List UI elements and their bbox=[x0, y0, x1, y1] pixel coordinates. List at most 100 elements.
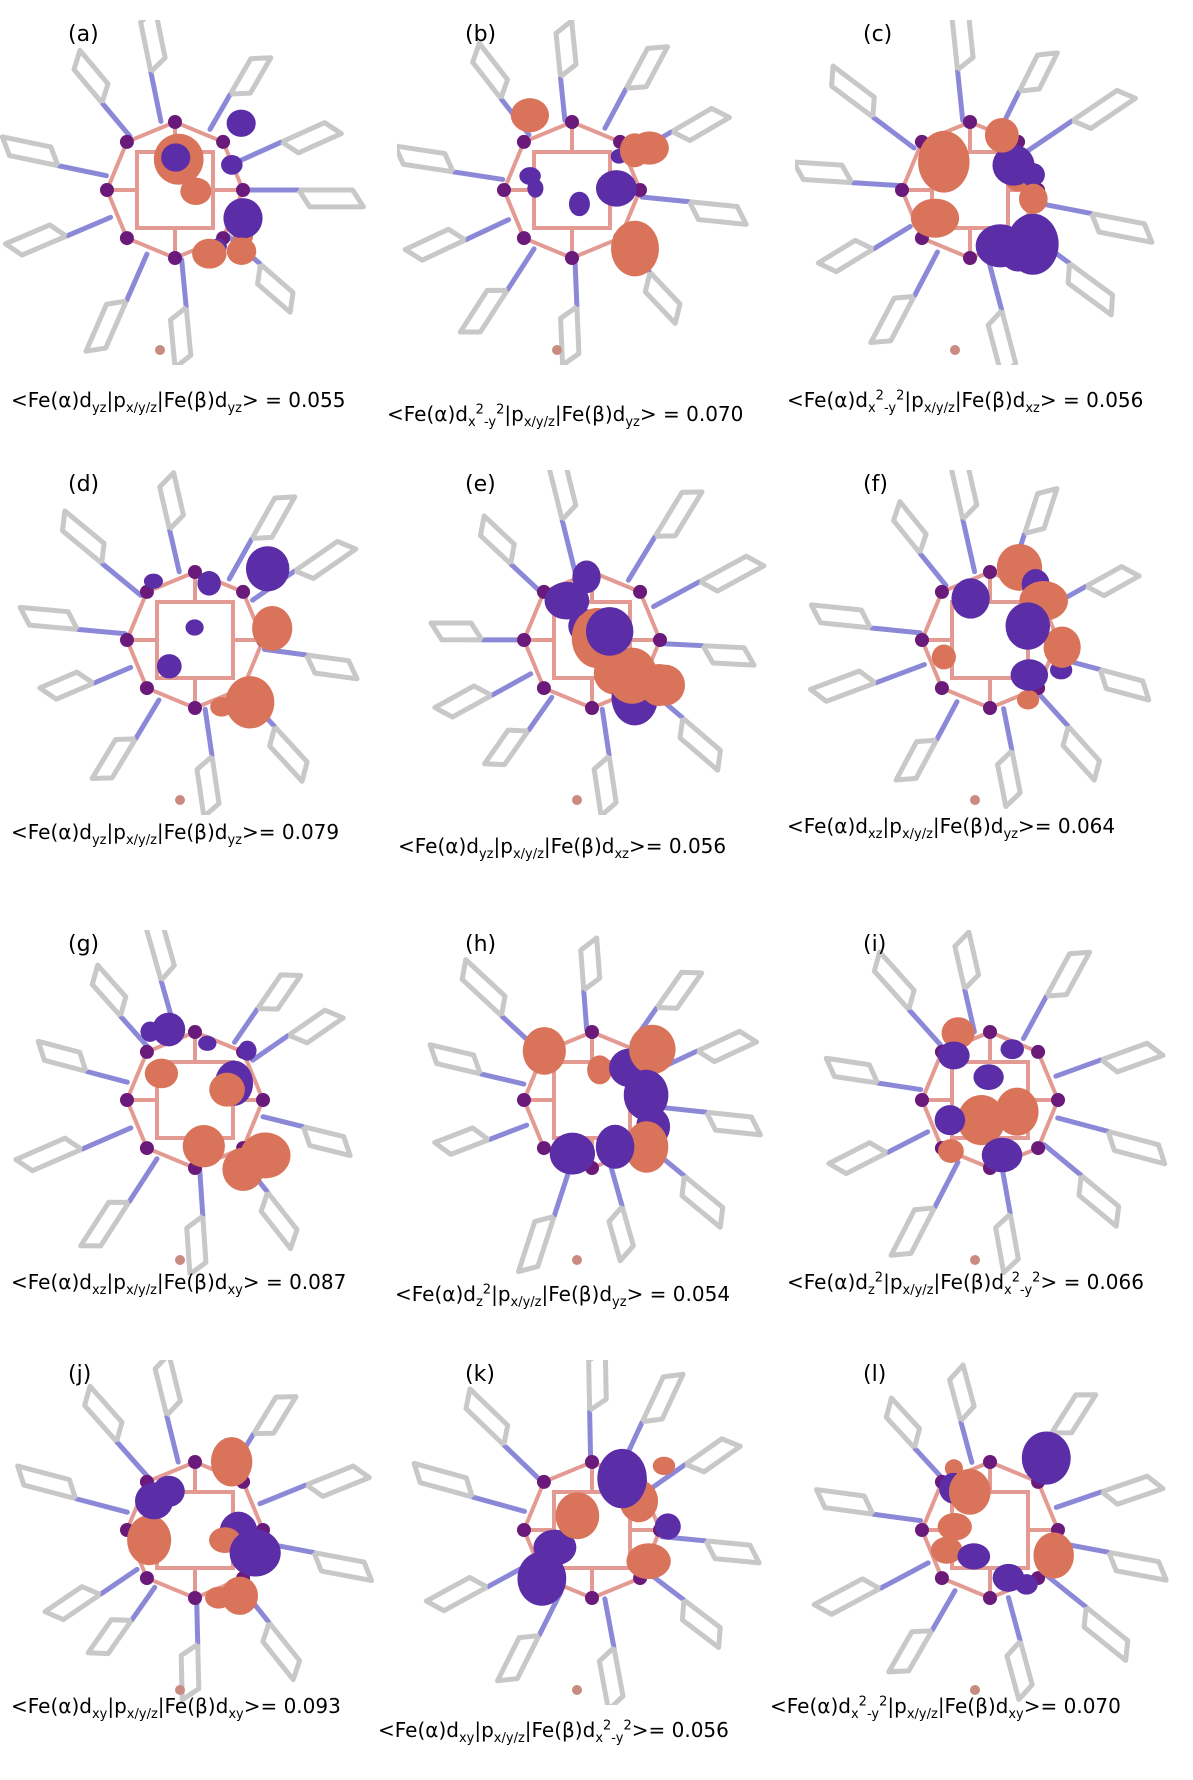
bond bbox=[528, 697, 552, 731]
subscript: x bbox=[468, 415, 476, 430]
caption-text: > = 0.087 bbox=[243, 1270, 347, 1294]
orbital-lobe bbox=[597, 1449, 646, 1508]
fe-atom bbox=[537, 1141, 551, 1155]
ring bbox=[682, 1600, 720, 1648]
subscript: x bbox=[851, 1707, 859, 1722]
bond bbox=[151, 72, 161, 122]
orbital-lobe bbox=[527, 179, 543, 198]
bond bbox=[887, 1132, 928, 1153]
ring bbox=[306, 655, 357, 679]
fe-atom bbox=[983, 701, 997, 715]
fe-atom bbox=[935, 585, 949, 599]
ring bbox=[258, 975, 301, 1009]
ring bbox=[289, 1010, 344, 1043]
subscript: z bbox=[868, 1283, 875, 1298]
orbital-lobe bbox=[624, 1070, 669, 1121]
subscript: x/y/z bbox=[126, 401, 157, 416]
ring bbox=[426, 1577, 487, 1610]
caption: <Fe(α)dz2|px/y/z|Fe(β)dx2-y2> = 0.066 bbox=[787, 1270, 1144, 1298]
ring bbox=[414, 1463, 472, 1497]
subscript: yz bbox=[479, 847, 494, 862]
bond bbox=[472, 1497, 524, 1511]
ring bbox=[894, 502, 927, 553]
bond bbox=[100, 1569, 137, 1594]
ring bbox=[303, 1127, 350, 1156]
fe-atom bbox=[585, 1455, 599, 1469]
subscript: yz bbox=[227, 401, 242, 416]
caption-text: > = 0.066 bbox=[1040, 1270, 1144, 1294]
superscript: 2 bbox=[1012, 1270, 1020, 1285]
caption-text: |Fe(β)d bbox=[555, 402, 626, 426]
fe-atom bbox=[1051, 1093, 1065, 1107]
orbital-lobe bbox=[246, 546, 289, 591]
ring bbox=[38, 1041, 86, 1071]
fe-atom bbox=[140, 681, 154, 695]
ring bbox=[886, 1398, 919, 1448]
ring bbox=[146, 930, 174, 980]
ring bbox=[485, 730, 529, 764]
caption-text: |p bbox=[474, 1718, 493, 1742]
fe-atom bbox=[915, 1523, 929, 1537]
orbital-lobe bbox=[957, 1543, 990, 1569]
subscript: xy bbox=[1008, 1707, 1023, 1722]
ring bbox=[626, 47, 667, 89]
bond bbox=[129, 1159, 157, 1203]
panel: (a)<Fe(α)dyz|px/y/z|Fe(β)dyz> = 0.055 bbox=[0, 0, 398, 440]
ring bbox=[1108, 1131, 1165, 1163]
atom bbox=[970, 795, 980, 805]
orbital-lobe bbox=[1006, 602, 1051, 649]
panel: (g)<Fe(α)dxz|px/y/z|Fe(β)dxy> = 0.087 bbox=[0, 910, 398, 1350]
fe-atom bbox=[983, 1025, 997, 1039]
bond bbox=[870, 628, 920, 633]
subscript: xz bbox=[868, 827, 883, 842]
bond bbox=[1037, 692, 1068, 726]
bond bbox=[920, 553, 946, 585]
caption: <Fe(α)dyz|px/y/z|Fe(β)dyz>= 0.079 bbox=[11, 820, 339, 848]
caption-text: >= 0.070 bbox=[1024, 1694, 1121, 1718]
ring bbox=[460, 290, 507, 332]
bond bbox=[182, 260, 187, 308]
atom bbox=[572, 795, 582, 805]
bond bbox=[492, 674, 531, 696]
bond bbox=[507, 249, 534, 291]
fe-atom bbox=[497, 183, 511, 197]
bond bbox=[126, 254, 147, 301]
superscript: 2 bbox=[875, 1270, 883, 1285]
ring bbox=[609, 1207, 633, 1261]
subscript: z bbox=[476, 1295, 483, 1310]
caption: <Fe(α)dxy|px/y/z|Fe(β)dx2-y2>= 0.056 bbox=[378, 1718, 729, 1746]
panel-label: (f) bbox=[863, 472, 888, 497]
bond bbox=[605, 88, 626, 128]
orbital-lobe bbox=[198, 1036, 216, 1051]
ring bbox=[435, 686, 492, 717]
fe-atom bbox=[188, 1591, 202, 1605]
subscript: xy bbox=[228, 1707, 243, 1722]
orbital-lobe bbox=[222, 1148, 264, 1191]
fe-atom bbox=[537, 681, 551, 695]
fe-atom bbox=[140, 1141, 154, 1155]
subscript: x bbox=[1004, 1283, 1012, 1298]
subscript: x bbox=[868, 401, 876, 416]
ring bbox=[707, 1112, 761, 1135]
caption-text: |Fe(β)d bbox=[157, 820, 228, 844]
caption-text: |p bbox=[107, 820, 126, 844]
fe-atom bbox=[963, 251, 977, 265]
subscript: x/y/z bbox=[902, 827, 933, 842]
bond bbox=[875, 665, 924, 683]
bond bbox=[560, 77, 564, 121]
orbital-lobe bbox=[569, 192, 590, 216]
bond bbox=[453, 172, 503, 180]
fe-atom bbox=[585, 701, 599, 715]
orbital-lobe bbox=[192, 239, 227, 269]
ring bbox=[45, 1587, 100, 1620]
ring bbox=[74, 50, 108, 103]
atom bbox=[950, 345, 960, 355]
ring bbox=[689, 202, 746, 225]
fe-atom bbox=[537, 1475, 551, 1489]
orbital-lobe bbox=[932, 645, 956, 670]
bond bbox=[934, 1162, 957, 1208]
ring bbox=[314, 1553, 372, 1581]
bond bbox=[957, 70, 962, 120]
ring bbox=[466, 1389, 508, 1445]
caption: <Fe(α)dx2-y2|px/y/z|Fe(β)dyz> = 0.070 bbox=[387, 402, 743, 430]
